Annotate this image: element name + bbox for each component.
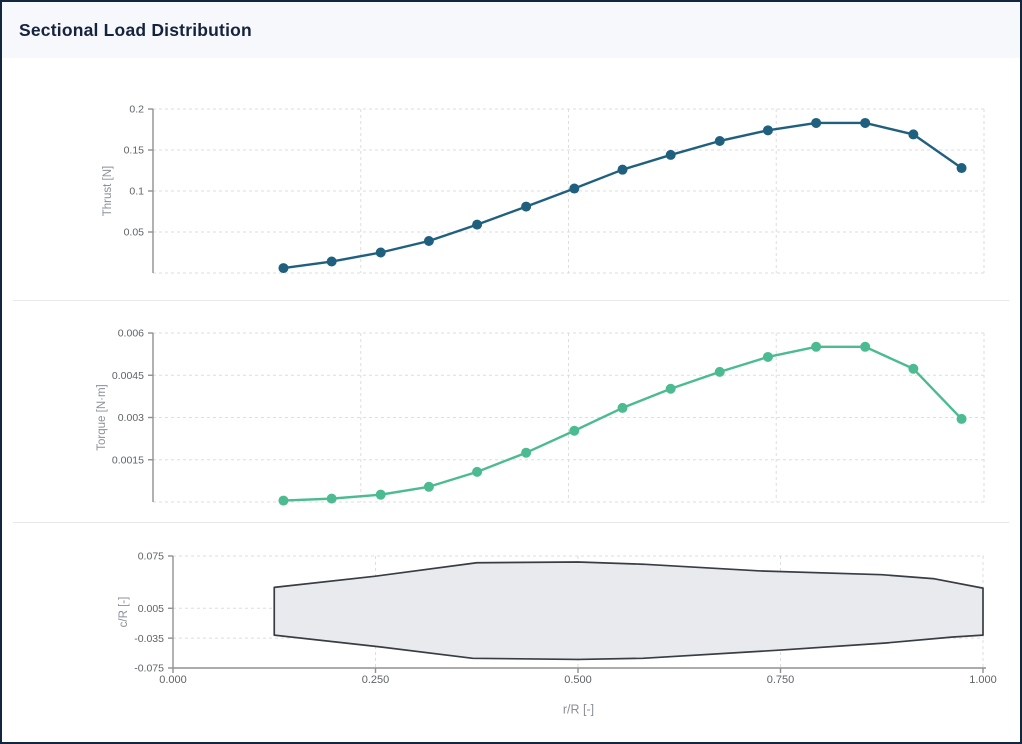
data-point-torque[interactable] xyxy=(326,493,337,504)
panel-title: Sectional Load Distribution xyxy=(19,19,252,40)
data-point-thrust[interactable] xyxy=(569,183,580,194)
data-point-torque[interactable] xyxy=(811,341,822,352)
thrust-chart[interactable]: 0.05 0.1 0.15 0.2 Thrust [N] xyxy=(2,58,1020,300)
data-point-thrust[interactable] xyxy=(811,117,822,128)
data-point-torque[interactable] xyxy=(908,363,919,374)
data-point-torque[interactable] xyxy=(860,341,871,352)
blade-outline-shape[interactable] xyxy=(273,561,984,661)
data-point-thrust[interactable] xyxy=(714,135,725,146)
data-point-torque[interactable] xyxy=(521,447,532,458)
data-point-torque[interactable] xyxy=(278,495,289,506)
data-point-torque[interactable] xyxy=(665,383,676,394)
data-point-thrust[interactable] xyxy=(278,263,289,274)
x-tick-label: 0.500 xyxy=(564,674,592,686)
panel-divider xyxy=(13,522,1009,523)
data-point-torque[interactable] xyxy=(714,366,725,377)
y-tick-label: 0.005 xyxy=(138,603,164,615)
y-axis-title: c/R [-] xyxy=(118,597,130,628)
blade-geometry-chart[interactable]: -0.075 -0.035 0.005 0.075 c/R [-] 0.000 0.250 0… xyxy=(2,523,1020,742)
data-point-torque[interactable] xyxy=(956,413,967,424)
thrust-line xyxy=(283,121,963,270)
data-point-torque[interactable] xyxy=(423,481,434,492)
data-point-torque[interactable] xyxy=(762,351,773,362)
data-point-thrust[interactable] xyxy=(423,236,434,247)
y-tick-label: 0.1 xyxy=(129,186,144,198)
panel-divider xyxy=(13,300,1009,301)
data-point-thrust[interactable] xyxy=(908,129,919,140)
data-point-torque[interactable] xyxy=(569,425,580,436)
x-axis-title: r/R [-] xyxy=(563,702,594,716)
data-point-thrust[interactable] xyxy=(617,164,628,175)
torque-line xyxy=(283,345,963,502)
y-tick-label: -0.035 xyxy=(134,633,164,645)
x-tick-label: 0.250 xyxy=(362,674,390,686)
data-point-torque[interactable] xyxy=(375,489,386,500)
data-point-torque[interactable] xyxy=(472,466,483,477)
data-point-thrust[interactable] xyxy=(521,201,532,212)
data-point-thrust[interactable] xyxy=(375,247,386,258)
data-point-thrust[interactable] xyxy=(956,163,967,174)
y-tick-label: 0.05 xyxy=(124,227,145,239)
panel-header: Sectional Load Distribution xyxy=(2,2,1020,58)
charts-area: 0.05 0.1 0.15 0.2 Thrust [N] 0.0015 0.003 0.00… xyxy=(2,58,1020,742)
y-tick-label: 0.15 xyxy=(124,145,145,157)
y-tick-label: 0.003 xyxy=(118,412,144,424)
x-tick-label: 1.000 xyxy=(969,674,997,686)
data-point-torque[interactable] xyxy=(617,402,628,413)
y-tick-label: 0.075 xyxy=(138,551,164,563)
y-axis-title: Thrust [N] xyxy=(102,166,114,216)
y-tick-label: 0.006 xyxy=(118,328,144,340)
data-point-thrust[interactable] xyxy=(665,149,676,160)
data-point-thrust[interactable] xyxy=(472,219,483,230)
y-tick-label: 0.2 xyxy=(129,104,144,116)
x-tick-label: 0.000 xyxy=(159,674,187,686)
data-point-thrust[interactable] xyxy=(762,125,773,136)
thrust-chart-block: 0.05 0.1 0.15 0.2 Thrust [N] xyxy=(2,58,1020,300)
y-tick-label: 0.0045 xyxy=(112,370,144,382)
data-point-thrust[interactable] xyxy=(326,256,337,267)
x-tick-label: 0.750 xyxy=(767,674,795,686)
y-tick-label: 0.0015 xyxy=(112,454,144,466)
y-axis-title: Torque [N·m] xyxy=(96,384,108,450)
y-tick-label: -0.075 xyxy=(134,663,164,675)
blade-geometry-chart-block: -0.075 -0.035 0.005 0.075 c/R [-] 0.000 0.250 0… xyxy=(2,523,1020,742)
data-point-thrust[interactable] xyxy=(860,117,871,128)
torque-chart-block: 0.0015 0.003 0.0045 0.006 Torque [N·m] xyxy=(2,301,1020,522)
torque-chart[interactable]: 0.0015 0.003 0.0045 0.006 Torque [N·m] xyxy=(2,301,1020,522)
